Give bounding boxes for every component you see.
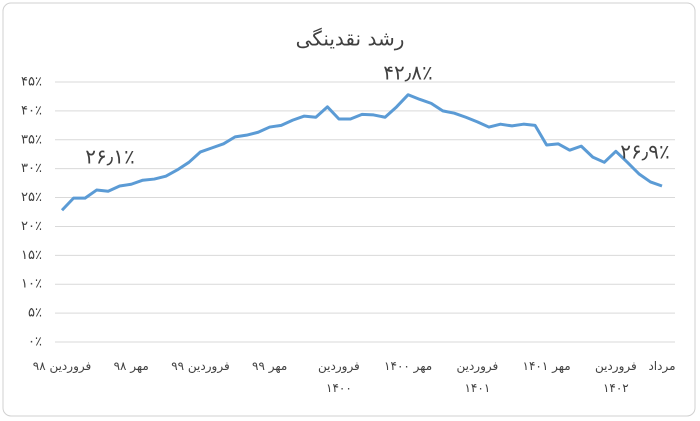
annotation: ۲۶٫۱٪ (85, 145, 134, 169)
x-tick-label: مهر ۱۴۰۰ (384, 359, 433, 373)
x-tick-label: فروردین ۹۸ (32, 359, 92, 373)
chart-title: رشد نقدینگی (296, 27, 405, 51)
frame (2, 2, 696, 417)
annotation: ۲۶٫۹٪ (620, 140, 669, 164)
x-tick-label: مهر ۹۸ (113, 359, 149, 373)
y-tick-label: ۴۰٪ (21, 103, 42, 118)
annotation: ۴۲٫۸٪ (383, 61, 432, 85)
y-tick-label: ۵٪ (28, 306, 42, 321)
y-tick-label: ۴۵٪ (21, 75, 42, 90)
x-tick-label: فروردین ۱۴۰۲ (594, 359, 637, 395)
x-tick-label: فروردین ۱۴۰۰ (318, 359, 360, 395)
y-tick-label: ۲۰٪ (21, 219, 42, 234)
y-tick-label: ۲۵٪ (21, 190, 42, 205)
x-tick-label: مهر ۱۴۰۱ (522, 359, 571, 373)
y-tick-label: ۳۵٪ (21, 132, 42, 147)
x-tick-label: فروردین ۹۹ (171, 359, 230, 373)
x-tick-label: فروردین ۱۴۰۱ (456, 359, 499, 395)
y-tick-label: ۱۵٪ (21, 248, 42, 263)
y-tick-label: ۱۰٪ (21, 277, 42, 292)
y-tick-label: ۰٪ (28, 335, 42, 350)
x-tick-label: مرداد (648, 359, 676, 373)
x-tick-label: مهر ۹۹ (252, 359, 288, 373)
data-line (60, 93, 663, 212)
y-tick-label: ۳۰٪ (21, 161, 42, 176)
